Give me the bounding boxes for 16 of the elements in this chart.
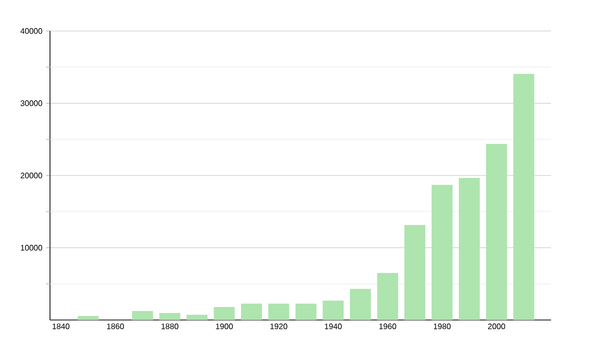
bar xyxy=(486,144,508,320)
bar xyxy=(186,314,208,320)
bar xyxy=(214,306,235,320)
bar xyxy=(268,304,290,320)
bar xyxy=(350,288,371,320)
bar xyxy=(458,178,480,320)
bar xyxy=(132,310,154,320)
bar xyxy=(322,300,344,320)
bar xyxy=(159,312,180,320)
bar xyxy=(377,273,398,320)
bar xyxy=(241,304,262,320)
bar xyxy=(432,184,453,320)
bar xyxy=(513,74,534,320)
bar xyxy=(295,304,316,320)
bar xyxy=(78,316,99,320)
bar xyxy=(404,224,426,320)
